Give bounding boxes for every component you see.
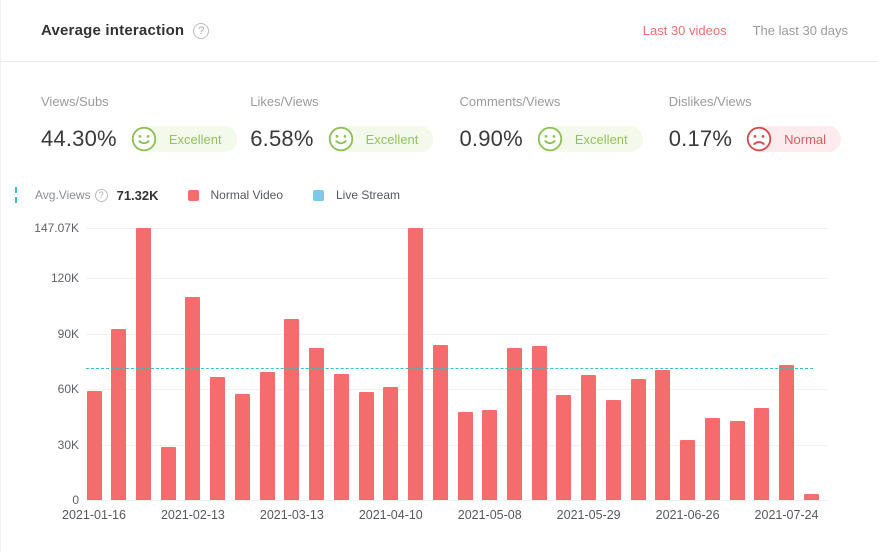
bar[interactable]	[86, 390, 102, 500]
bar[interactable]	[482, 410, 498, 500]
gridline	[86, 444, 827, 446]
x-axis-label: 2021-01-16	[62, 508, 126, 522]
bar[interactable]	[432, 344, 448, 500]
card-header: Average interaction ? Last 30 videos The…	[1, 0, 878, 62]
stat-label: Comments/Views	[459, 94, 561, 109]
stat-value: 0.90%	[459, 126, 523, 151]
legend-item-live-stream[interactable]: Live Stream	[313, 188, 400, 202]
y-axis-label: 147.07K	[34, 221, 79, 235]
stat-comments-views: Comments/Views 0.90% Excellent	[460, 94, 669, 152]
bar[interactable]	[704, 417, 720, 500]
bar[interactable]	[160, 447, 176, 500]
stat-value: 0.17%	[668, 126, 733, 151]
bar[interactable]	[779, 364, 795, 500]
bar[interactable]	[630, 378, 646, 500]
bar[interactable]	[655, 369, 671, 500]
bar[interactable]	[729, 421, 745, 500]
x-axis-label: 2021-05-08	[457, 508, 522, 522]
range-tabs: Last 30 videos The last 30 days	[643, 23, 848, 38]
bar[interactable]	[185, 296, 201, 500]
stat-value: 6.58%	[250, 126, 314, 151]
bar[interactable]	[358, 391, 374, 500]
avg-line-swatch-icon	[15, 187, 17, 203]
rating-badge: Excellent	[131, 126, 237, 152]
rating-badge: Excellent	[537, 126, 643, 152]
x-axis-label: 2021-03-13	[259, 508, 324, 522]
page-title: Average interaction	[41, 22, 185, 39]
avg-views-label: Avg.Views	[35, 188, 91, 202]
stat-value: 44.30%	[41, 126, 117, 151]
y-axis-label: 0	[72, 493, 79, 507]
rating-badge: Normal	[746, 126, 842, 152]
bar[interactable]	[506, 348, 522, 500]
bar[interactable]	[333, 374, 349, 500]
bar[interactable]	[581, 375, 597, 500]
legend-swatch-normal-video	[187, 189, 199, 201]
legend-label: Normal Video	[210, 188, 283, 202]
y-axis-label: 120K	[50, 271, 79, 286]
bar[interactable]	[111, 328, 127, 500]
gridline	[86, 333, 827, 335]
bar[interactable]	[135, 228, 151, 500]
stats-row: Views/Subs 44.30% Excellent Likes/Views …	[1, 62, 878, 152]
gridline	[86, 278, 827, 280]
bar[interactable]	[531, 346, 547, 500]
avg-line	[86, 368, 813, 370]
bar[interactable]	[234, 393, 250, 500]
legend-label: Live Stream	[336, 188, 401, 202]
x-axis-label: 2021-04-10	[358, 508, 423, 522]
gridline	[86, 389, 827, 391]
bar[interactable]	[309, 348, 325, 500]
x-axis-label: 2021-06-26	[655, 508, 720, 522]
stat-likes-views: Likes/Views 6.58% Excellent	[250, 94, 459, 152]
bar[interactable]	[259, 372, 275, 500]
sad-face-icon	[746, 126, 772, 152]
happy-face-icon	[131, 126, 157, 152]
bar[interactable]	[680, 439, 696, 500]
tab-last-30-videos[interactable]: Last 30 videos	[642, 23, 727, 38]
bar[interactable]	[556, 394, 572, 500]
x-axis-label: 2021-05-29	[556, 508, 621, 522]
bar[interactable]	[754, 408, 770, 500]
title-help-icon[interactable]: ?	[193, 22, 210, 39]
x-axis-label: 2021-07-24	[754, 508, 819, 522]
rating-badge: Excellent	[328, 126, 434, 152]
legend-swatch-live-stream	[313, 189, 324, 201]
y-axis-label: 30K	[57, 437, 79, 452]
bar[interactable]	[803, 493, 819, 500]
rating-text: Excellent	[365, 131, 419, 147]
stat-label: Likes/Views	[250, 94, 319, 109]
bar-chart: 0 30K 60K 90K 120K 147.07K 2021-01-16 2021-02-1…	[1, 217, 878, 535]
happy-face-icon	[537, 126, 563, 152]
avg-views-value: 71.32K	[116, 187, 159, 203]
y-axis-label: 90K	[57, 326, 79, 341]
chart-legend: Avg.Views ? 71.32K Normal Video Live Str…	[15, 185, 878, 205]
rating-text: Normal	[784, 131, 827, 147]
rating-text: Excellent	[168, 131, 222, 147]
gridline	[86, 228, 827, 229]
y-axis-label: 60K	[57, 382, 79, 397]
bar[interactable]	[605, 400, 621, 500]
bar[interactable]	[383, 387, 399, 500]
stat-label: Views/Subs	[41, 94, 109, 109]
bar[interactable]	[210, 377, 226, 500]
happy-face-icon	[328, 126, 353, 152]
bar[interactable]	[284, 318, 300, 500]
legend-item-normal-video[interactable]: Normal Video	[187, 188, 283, 202]
stat-label: Dislikes/Views	[668, 94, 752, 109]
stat-dislikes-views: Dislikes/Views 0.17% Normal	[669, 94, 878, 152]
gridline	[86, 500, 827, 501]
tab-last-30-days[interactable]: The last 30 days	[752, 23, 848, 38]
stat-views-subs: Views/Subs 44.30% Excellent	[41, 94, 250, 152]
bar[interactable]	[408, 228, 424, 500]
avg-views-help-icon[interactable]: ?	[94, 188, 108, 202]
bar[interactable]	[457, 412, 473, 500]
x-axis-label: 2021-02-13	[160, 508, 225, 522]
rating-text: Excellent	[574, 131, 628, 147]
